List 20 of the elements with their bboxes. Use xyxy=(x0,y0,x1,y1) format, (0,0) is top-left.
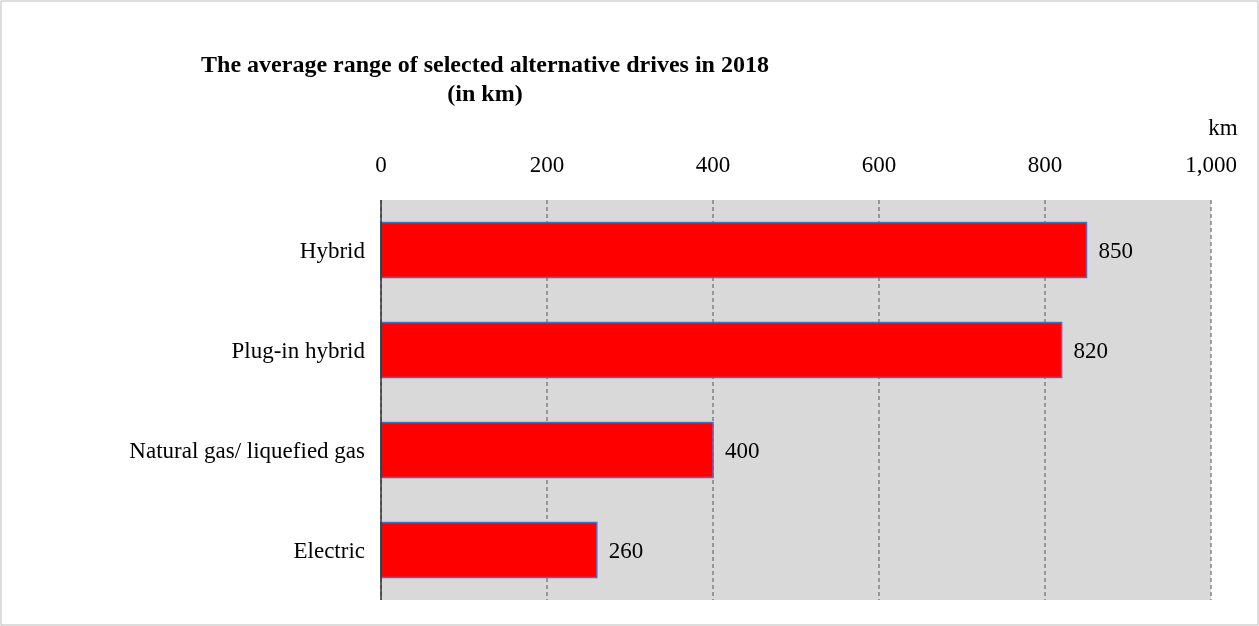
y-tick-label: Natural gas/ liquefied gas xyxy=(129,438,366,463)
bar xyxy=(380,221,1088,279)
x-tick-label: 400 xyxy=(695,152,731,177)
x-axis-title: km xyxy=(1208,115,1238,140)
data-label: 850 xyxy=(1098,238,1133,263)
x-tick-label: 800 xyxy=(1027,152,1063,177)
y-tick-label: Electric xyxy=(293,538,365,563)
data-label: 820 xyxy=(1073,338,1109,363)
x-tick-label: 1,000 xyxy=(1185,152,1237,177)
data-label: 260 xyxy=(608,538,644,563)
bar xyxy=(380,521,598,579)
y-tick-label: Hybrid xyxy=(299,238,366,263)
bar xyxy=(380,321,1063,379)
x-tick-label: 600 xyxy=(861,152,897,177)
data-label: 400 xyxy=(725,438,760,463)
y-tick-label: Plug-in hybrid xyxy=(231,338,366,363)
bar xyxy=(380,421,714,479)
x-tick-label: 200 xyxy=(529,152,565,177)
x-tick-label: 0 xyxy=(375,152,387,177)
chart-title: The average range of selected alternative drives in 2018 (in km) xyxy=(201,51,769,106)
